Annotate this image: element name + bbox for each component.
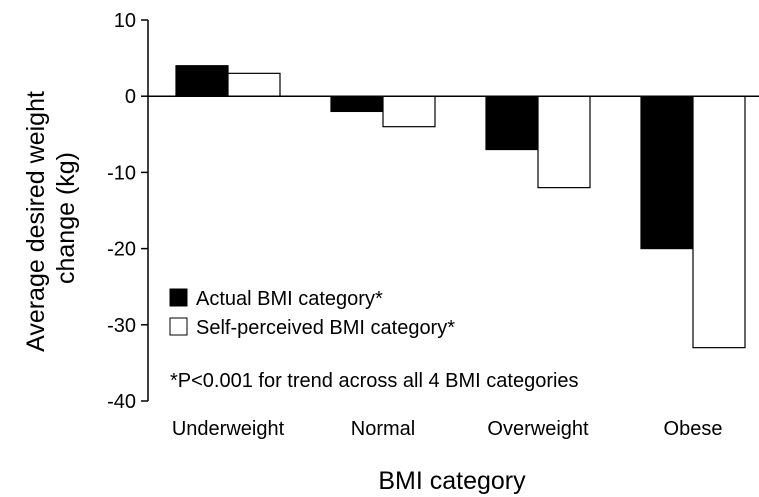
y-tick-label: -20 bbox=[107, 239, 136, 261]
x-axis-title: BMI category bbox=[378, 467, 526, 495]
bar-self-perceived bbox=[537, 95, 591, 189]
legend-label-self-perceived: Self-perceived BMI category* bbox=[196, 317, 455, 339]
bar-self-perceived bbox=[227, 72, 281, 97]
x-tick-label: Obese bbox=[664, 418, 723, 440]
legend-label-actual: Actual BMI category* bbox=[196, 288, 383, 310]
significance-note: *P<0.001 for trend across all 4 BMI cate… bbox=[170, 370, 579, 392]
y-axis-title-line-1: Average desired weight bbox=[22, 91, 50, 352]
x-axis: Underweight Normal Overweight Obese bbox=[148, 95, 759, 440]
bar-actual bbox=[640, 95, 694, 250]
bar-self-perceived bbox=[382, 95, 436, 128]
y-tick-label: 0 bbox=[125, 86, 136, 108]
y-tick-label: -30 bbox=[107, 315, 136, 337]
x-tick-label: Overweight bbox=[487, 418, 589, 440]
x-tick-label: Normal bbox=[351, 418, 415, 440]
legend-swatch-actual bbox=[169, 288, 188, 307]
y-tick-label: 10 bbox=[114, 10, 136, 32]
x-tick-label: Underweight bbox=[172, 418, 285, 440]
bar-actual bbox=[175, 65, 229, 97]
bar-self-perceived bbox=[692, 95, 746, 349]
y-axis-title: Average desired weight change (kg) bbox=[22, 84, 80, 352]
bar-actual bbox=[330, 95, 384, 113]
y-tick-label: -40 bbox=[107, 391, 136, 413]
y-axis: 10 0 -10 -20 -30 -40 bbox=[107, 10, 149, 413]
bar-actual bbox=[485, 95, 539, 151]
legend: Actual BMI category* Self-perceived BMI … bbox=[169, 288, 455, 339]
y-tick-label: -10 bbox=[107, 162, 136, 184]
y-axis-title-line-2: change (kg) bbox=[52, 152, 80, 284]
bars bbox=[175, 65, 746, 349]
legend-swatch-self-perceived bbox=[169, 317, 188, 336]
